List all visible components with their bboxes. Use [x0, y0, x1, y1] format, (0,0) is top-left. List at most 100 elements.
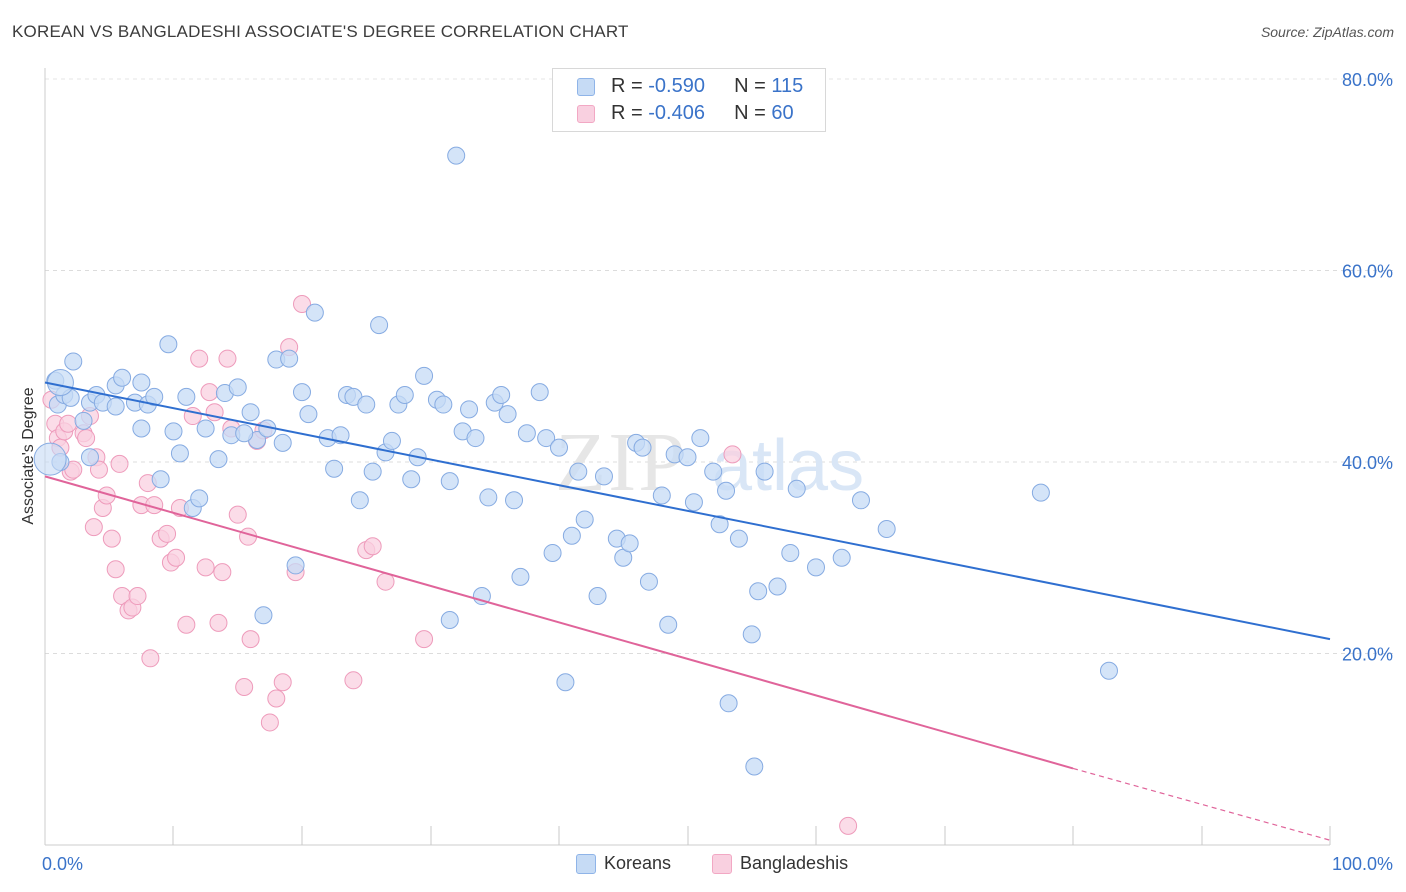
koreans-points — [33, 146, 1118, 776]
r-label: R = — [611, 75, 649, 97]
korean-point — [511, 567, 530, 586]
korean-point — [460, 400, 479, 419]
bangladeshi-point — [228, 505, 247, 524]
korean-point — [80, 448, 99, 467]
bangladeshi-point — [89, 460, 108, 479]
korean-point — [652, 486, 671, 505]
korean-point-large — [33, 442, 67, 476]
korean-point — [293, 383, 311, 402]
n-label: N = — [734, 102, 772, 124]
korean-point — [113, 368, 132, 387]
korean-point — [742, 625, 761, 644]
korean-point — [550, 438, 568, 457]
korean-point — [299, 405, 318, 424]
korean-point — [717, 481, 736, 500]
korean-point — [164, 422, 183, 441]
korean-point — [498, 405, 517, 424]
korean-point — [228, 378, 247, 397]
bangladeshi-point — [723, 445, 742, 464]
bangladeshi-point — [415, 630, 434, 649]
bangladeshi-point — [241, 630, 260, 649]
korean-point — [505, 491, 524, 510]
koreans-trend-line — [44, 381, 1331, 641]
bangladeshis-swatch — [577, 105, 595, 123]
korean-point — [768, 577, 787, 596]
bangladeshis-points — [42, 295, 858, 835]
bangladeshi-point — [200, 383, 219, 402]
bangladeshis-swatch — [712, 854, 732, 874]
korean-point — [74, 411, 93, 430]
bangladeshi-point — [77, 429, 96, 448]
bangladeshi-point — [59, 414, 78, 433]
koreans-swatch — [576, 854, 596, 874]
bangladeshi-point — [839, 816, 858, 835]
korean-point — [305, 303, 324, 322]
bangladeshi-point — [273, 673, 292, 692]
korean-point — [575, 510, 594, 529]
bangladeshi-point — [102, 529, 121, 548]
korean-point — [620, 534, 639, 553]
korean-point — [832, 548, 851, 567]
korean-point — [691, 429, 710, 448]
korean-point — [159, 335, 178, 354]
korean-point — [877, 520, 896, 539]
korean-point — [209, 450, 228, 469]
watermark-atlas: atlas — [712, 426, 864, 506]
bangladeshi-point — [218, 349, 237, 368]
korean-point — [273, 433, 292, 452]
korean-point — [241, 403, 260, 422]
bangladeshis-trend-line — [44, 475, 1074, 770]
korean-point — [466, 429, 485, 448]
korean-point — [145, 387, 164, 406]
x-tick-label: 0.0% — [42, 854, 83, 874]
bangladeshi-point — [128, 587, 147, 606]
y-axis-label: Associate's Degree — [20, 387, 37, 524]
korean-point — [633, 438, 652, 457]
korean-point — [1099, 661, 1118, 680]
korean-point — [357, 395, 376, 414]
korean-point — [382, 431, 401, 450]
korean-point — [562, 526, 581, 545]
korean-point — [659, 615, 678, 634]
koreans-swatch — [577, 78, 595, 96]
bangladeshi-point — [209, 613, 228, 632]
y-tick-label: 80.0% — [1342, 70, 1393, 90]
bangladeshi-point — [196, 558, 215, 577]
korean-point — [395, 385, 414, 404]
korean-point — [235, 424, 254, 443]
chart-title: KOREAN VS BANGLADESHI ASSOCIATE'S DEGREE… — [12, 22, 629, 41]
bangladeshi-point — [110, 454, 129, 473]
korean-point — [254, 606, 273, 625]
bangladeshi-point — [293, 295, 311, 314]
bangladeshi-point — [158, 524, 177, 543]
korean-point — [678, 448, 697, 467]
korean-point — [1031, 483, 1050, 502]
korean-point — [363, 462, 382, 481]
korean-point — [440, 610, 459, 629]
r-label: R = — [611, 102, 649, 124]
n-value-koreans: 115 — [771, 75, 804, 97]
korean-point — [704, 462, 723, 481]
gridlines — [45, 78, 1393, 654]
korean-point — [440, 472, 459, 491]
r-value-koreans: -0.590 — [648, 75, 705, 97]
korean-point — [325, 459, 344, 478]
korean-point — [280, 349, 299, 368]
korean-point — [479, 488, 498, 507]
korean-point — [719, 694, 738, 713]
bangladeshi-point — [363, 537, 382, 556]
korean-point — [749, 582, 768, 601]
bangladeshi-point — [213, 563, 232, 582]
korean-point — [729, 529, 748, 548]
bangladeshi-point — [177, 615, 196, 634]
legend-label-koreans: Koreans — [604, 853, 672, 873]
korean-point — [594, 467, 613, 486]
r-value-bangladeshis: -0.406 — [648, 102, 705, 124]
trend-lines — [44, 381, 1331, 841]
bangladeshi-point — [167, 548, 186, 567]
korean-point — [639, 572, 658, 591]
series-legend: Koreans Bangladeshis — [0, 852, 1406, 878]
korean-point — [537, 429, 556, 448]
korean-point — [755, 462, 774, 481]
